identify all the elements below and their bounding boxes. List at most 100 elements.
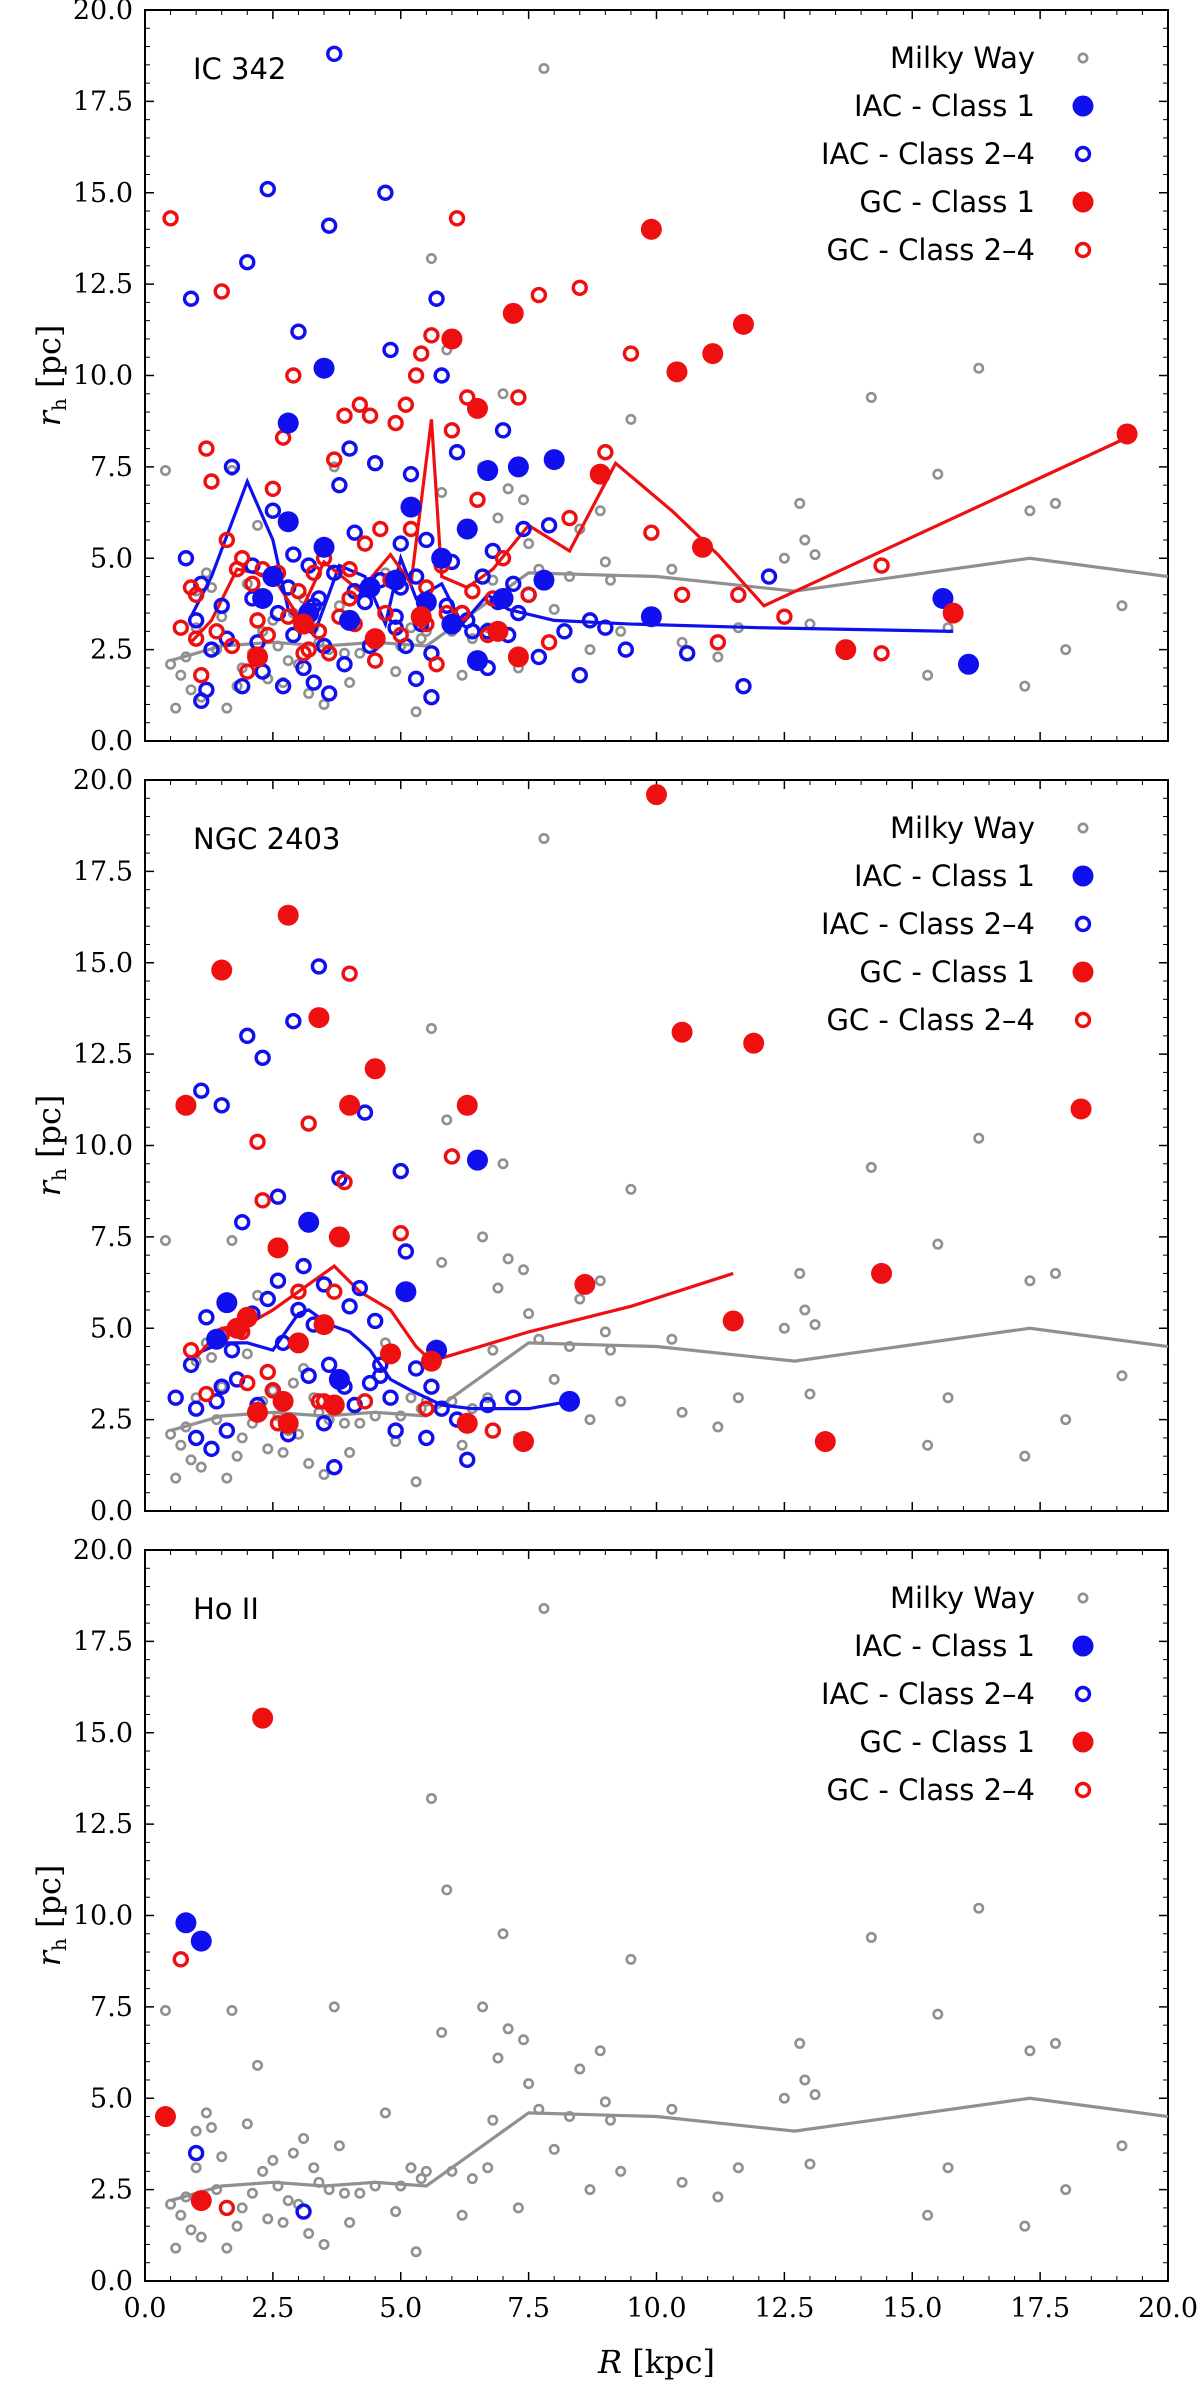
gc-class2-point xyxy=(520,586,537,603)
iac-class2-point xyxy=(392,1162,409,1180)
milky-way-point xyxy=(1116,2140,1128,2152)
gc-class2-point xyxy=(208,623,225,640)
iac-class2-point xyxy=(320,685,338,702)
milky-way-point xyxy=(200,567,212,579)
panel-title: NGC 2403 xyxy=(193,822,340,856)
milky-way-point xyxy=(518,494,530,506)
milky-way-point xyxy=(252,2059,264,2071)
iac-class2-point xyxy=(259,1290,276,1308)
iac-class1-point xyxy=(559,1390,581,1412)
iac-class2-point xyxy=(285,546,302,563)
iac-class1-point xyxy=(477,460,499,482)
gc-class1-point xyxy=(211,959,233,981)
gc-class1-point xyxy=(236,1306,258,1328)
milky-way-point xyxy=(1019,2220,1031,2232)
milky-way-point xyxy=(523,2078,535,2090)
gc-class2-point xyxy=(182,1341,200,1359)
iac-class2-point xyxy=(372,1356,389,1374)
milky-way-point xyxy=(523,538,535,550)
milky-way-point xyxy=(390,2206,402,2218)
milky-way-point xyxy=(287,1377,299,1389)
gc-class1-point xyxy=(339,1094,361,1116)
y-tick-label: 12.5 xyxy=(73,269,133,300)
iac-class2-point xyxy=(223,458,241,476)
milky-way-point xyxy=(318,1468,330,1480)
iac-class2-point xyxy=(295,2203,312,2220)
milky-way-point xyxy=(195,1461,207,1473)
gc-class2-point xyxy=(873,645,890,662)
gc-class2-point xyxy=(285,367,302,384)
gc-class1-point xyxy=(456,1412,478,1434)
milky-way-point xyxy=(712,651,724,663)
milky-way-point xyxy=(799,2074,811,2086)
gc-class2-point xyxy=(413,345,430,362)
milky-way-point xyxy=(615,1395,627,1407)
gc-class1-point xyxy=(871,1262,893,1284)
gc-class1-point xyxy=(1070,1098,1092,1120)
milky-way-point xyxy=(676,2176,688,2188)
legend-label: GC - Class 1 xyxy=(859,185,1035,219)
gc-class2-point xyxy=(254,1192,271,1209)
gc-class2-point xyxy=(341,561,358,578)
iac-class2-point xyxy=(397,1243,415,1260)
iac-class1-point xyxy=(400,496,422,518)
legend-marker-iac-class2 xyxy=(1074,915,1092,933)
gc-class2-point xyxy=(453,604,471,622)
milky-way-point xyxy=(303,1457,315,1469)
milky-way-point xyxy=(344,2217,356,2229)
iac-class2-point xyxy=(285,1013,302,1030)
iac-class2-point xyxy=(366,455,384,472)
iac-class2-point xyxy=(377,184,394,201)
milky-way-point xyxy=(492,1282,504,1294)
gc-class2-point xyxy=(305,564,322,582)
iac-class2-point xyxy=(382,1389,399,1406)
y-axis-label: rh [pc] xyxy=(30,325,71,427)
milky-way-point xyxy=(1060,644,1072,656)
milky-way-point xyxy=(216,1381,228,1393)
legend-label: IAC - Class 2–4 xyxy=(821,907,1035,941)
gc-class1-point xyxy=(732,313,754,335)
milky-way-point xyxy=(732,1392,744,1404)
milky-way-point xyxy=(257,2165,269,2177)
milky-way-point xyxy=(865,1931,877,1943)
y-tick-label: 20.0 xyxy=(73,0,133,26)
legend-marker-milky-way xyxy=(1077,822,1089,834)
gc-class2-point xyxy=(239,1374,256,1392)
milky-way-point xyxy=(615,625,627,637)
gc-class2-point xyxy=(223,637,241,655)
iac-class2-point xyxy=(269,1188,287,1205)
gc-class1-point xyxy=(814,1431,836,1453)
gc-class1-point xyxy=(247,646,269,668)
milky-way-point xyxy=(456,669,468,681)
iac-class1-point xyxy=(466,1149,488,1171)
milky-way-point xyxy=(221,2242,233,2254)
gc-class1-point xyxy=(293,613,315,635)
milky-way-point xyxy=(415,2173,427,2185)
iac-class2-point xyxy=(479,1396,496,1414)
iac-class2-point xyxy=(305,674,322,691)
legend-label: Milky Way xyxy=(890,811,1035,845)
y-tick-label: 0.0 xyxy=(90,726,133,757)
milky-way-point xyxy=(518,1264,530,1276)
iac-class2-point xyxy=(392,535,409,552)
milky-way-point xyxy=(584,2184,596,2196)
gc-class2-point xyxy=(494,550,512,567)
gc-class2-point xyxy=(198,440,215,457)
iac-class2-point xyxy=(438,597,455,614)
gc-class2-point xyxy=(264,480,282,498)
iac-class2-point xyxy=(387,1422,404,1439)
iac-class1-point xyxy=(313,536,335,558)
milky-way-point xyxy=(809,2089,821,2101)
iac-class2-point xyxy=(433,367,450,384)
gc-class2-point xyxy=(510,389,527,406)
y-tick-label: 12.5 xyxy=(73,1039,133,1070)
iac-class2-point xyxy=(760,568,778,585)
milky-way-point xyxy=(282,2195,294,2207)
milky-way-point xyxy=(502,2023,514,2035)
iac-class1-point xyxy=(466,650,488,672)
milky-way-point xyxy=(354,1417,366,1429)
milky-way-point xyxy=(615,2165,627,2177)
iac-class1-point xyxy=(206,1328,228,1350)
gc-class1-point xyxy=(287,1332,309,1354)
